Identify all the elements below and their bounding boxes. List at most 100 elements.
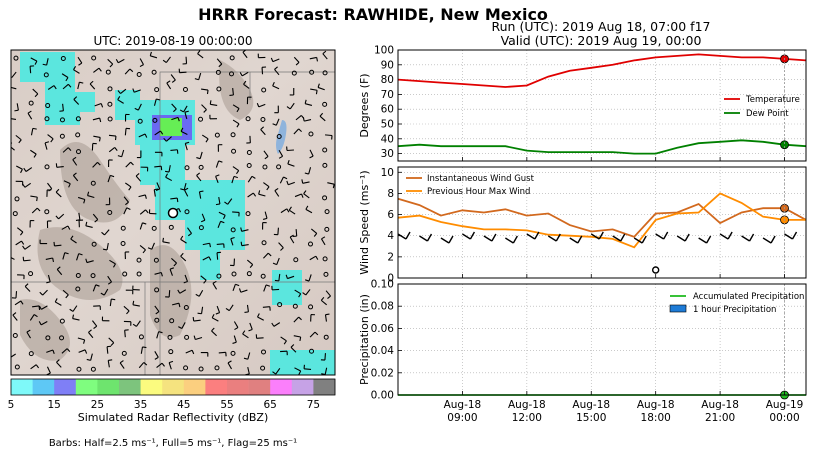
wind-barb-feather [283,340,287,345]
wind-barb-staff [294,289,301,295]
map-title: UTC: 2019-08-19 00:00:00 [93,34,252,48]
wind-barb-staff [117,58,125,64]
wind-barb-staff [168,362,172,370]
calm-wind-marker [214,132,220,138]
y-tick-label: 40 [381,133,394,145]
y-tick-label: 0 [387,273,394,285]
wind-barb-feather [301,193,304,198]
wind-barb-staff [180,238,187,244]
calm-wind-marker [90,180,96,186]
wind-barb-feather [242,330,246,335]
calm-wind-marker [75,272,81,278]
wind-barb-feather [164,170,170,173]
calm-wind-marker [45,335,51,341]
y-tick-label: 80 [381,74,394,86]
wind-barb-feather [298,128,302,133]
calm-wind-marker [167,334,173,340]
wind-barb-staff [227,362,233,370]
calm-wind-marker [152,117,158,123]
y-axis-label: Precipitation (in) [358,294,371,385]
wind-barb-feather [22,245,26,250]
wind-barb-feather [317,83,320,88]
calm-wind-marker [183,365,189,371]
wind-barb-feather [67,225,71,230]
calm-wind-marker [308,131,314,137]
wind-barb-staff [154,271,162,275]
wind-barb-feather [86,358,91,361]
calm-wind-marker [246,271,252,277]
colorbar-swatch [270,379,293,395]
wind-barb-staff [232,211,240,214]
x-tick-date: Aug-19 [766,399,804,411]
wind-barb-staff [165,136,172,142]
wind-barb-staff [293,56,300,63]
wind-barb-feather [128,186,132,191]
wind-barb-staff [156,331,160,339]
series-line-1 [397,192,806,249]
colorbar-swatch [140,379,163,395]
wind-barb-staff [124,68,131,75]
series-line-1 [397,139,807,155]
wind-barb-staff [305,208,313,214]
wind-barb-staff [240,289,248,293]
wind-barb-feather [180,127,184,132]
wind-barb-feather [194,78,199,81]
wind-barb-feather [117,155,122,158]
wind-barb-feather [195,293,200,297]
wind-barb-staff [309,255,317,261]
map-panel [10,49,336,376]
wind-barb-staff [85,225,93,228]
station-barb-staff [633,237,643,244]
calm-wind-marker [12,211,18,217]
wind-barb-feather [109,63,114,68]
wind-barb-staff [169,268,173,276]
wind-barb-staff [289,236,295,244]
calm-wind-marker [44,116,50,122]
wind-barb-feather [285,274,288,279]
wind-barb-feather [258,190,261,195]
wind-barb-staff [279,176,284,184]
wind-barb-feather [155,311,160,315]
wind-barb-staff [72,175,79,182]
wind-barb-staff [23,259,31,262]
wind-barb-staff [156,362,163,368]
wind-barb-feather [21,240,25,245]
wind-barb-feather [191,350,195,355]
station-barb-staff [698,237,708,244]
wind-barb-staff [132,304,140,307]
valid-label: Valid (UTC): 2019 Aug 19, 00:00 [501,33,702,48]
wind-barb-feather [252,192,257,197]
wind-barb-feather [50,138,54,143]
calm-wind-marker [198,225,204,231]
wind-barb-staff [280,208,288,214]
y-tick-label: 90 [381,59,394,71]
wind-barb-feather [209,100,212,105]
wind-barb-staff [218,211,226,216]
wind-barb-feather [89,80,94,85]
wind-barb-feather [72,314,75,319]
wind-barb-staff [293,128,300,135]
wind-barb-staff [319,115,326,122]
wind-barb-feather [173,262,177,267]
station-barb-staff [784,233,793,240]
station-barb-feather [748,233,755,242]
wind-barb-feather [287,159,290,165]
wind-barb-staff [162,241,170,244]
calm-wind-marker [322,256,328,262]
wind-barb-feather [119,360,124,364]
wind-barb-feather [100,292,105,296]
wind-barb-feather [240,241,243,246]
wind-barb-feather [132,88,135,93]
colorbar-swatch [54,379,77,395]
wind-barb-feather [142,222,147,225]
wind-barb-staff [125,161,132,168]
calm-wind-marker [309,69,315,75]
wind-barb-staff [30,149,37,155]
wind-barb-staff [210,103,218,107]
wind-barb-staff [181,322,186,329]
wind-barb-staff [184,112,188,120]
calm-wind-marker [14,364,20,370]
calm-wind-marker [198,366,204,372]
x-tick-date: Aug-18 [572,399,610,411]
